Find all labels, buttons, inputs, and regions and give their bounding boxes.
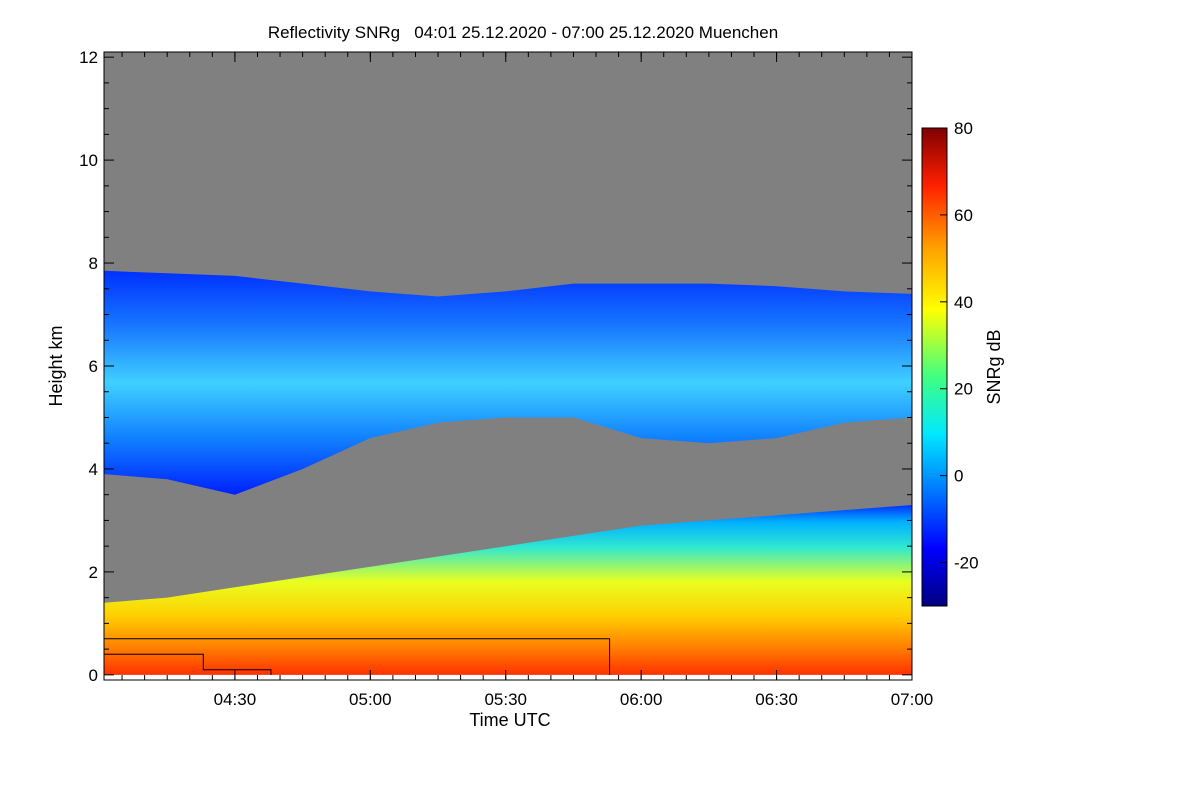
colorbar-tick-label: 0 <box>954 467 963 486</box>
y-axis: 0 2 4 6 8 10 12 <box>79 48 912 685</box>
y-tick-label: 8 <box>89 254 98 273</box>
x-tick-label: 05:00 <box>349 690 392 709</box>
colorbar: -20 0 20 40 60 80 SNRg dB <box>921 119 1004 607</box>
y-tick-label: 0 <box>89 666 98 685</box>
colorbar-label: SNRg dB <box>984 329 1004 404</box>
x-tick-label: 04:30 <box>214 690 257 709</box>
x-axis-label: Time UTC <box>469 710 550 730</box>
colorbar-tick-label: -20 <box>954 554 979 573</box>
y-tick-label: 2 <box>89 563 98 582</box>
colorbar-tick-label: 20 <box>954 380 973 399</box>
overlay-line <box>104 653 272 675</box>
below-ground-strip <box>104 674 912 680</box>
x-tick-label: 06:30 <box>755 690 798 709</box>
colorbar-tick-label: 40 <box>954 293 973 312</box>
colorbar-gradient <box>921 127 948 607</box>
x-tick-label: 07:00 <box>891 690 934 709</box>
y-tick-label: 6 <box>89 357 98 376</box>
chart-title: Reflectivity SNRg 04:01 25.12.2020 - 07:… <box>268 23 778 42</box>
y-tick-label: 10 <box>79 151 98 170</box>
y-axis-label: Height km <box>46 325 66 406</box>
colorbar-tick-label: 60 <box>954 206 973 225</box>
lower-signal-layer <box>104 505 912 675</box>
y-tick-label: 4 <box>89 460 98 479</box>
x-tick-label: 05:30 <box>484 690 527 709</box>
y-tick-label: 12 <box>79 48 98 67</box>
plot-area <box>103 51 913 681</box>
x-axis: 04:30 05:00 05:30 06:00 06:30 07:00 <box>121 52 934 709</box>
upper-cloud-layer <box>104 270 912 495</box>
overlay-line <box>104 638 611 675</box>
colorbar-tick-label: 80 <box>954 119 973 138</box>
x-tick-label: 06:00 <box>620 690 663 709</box>
